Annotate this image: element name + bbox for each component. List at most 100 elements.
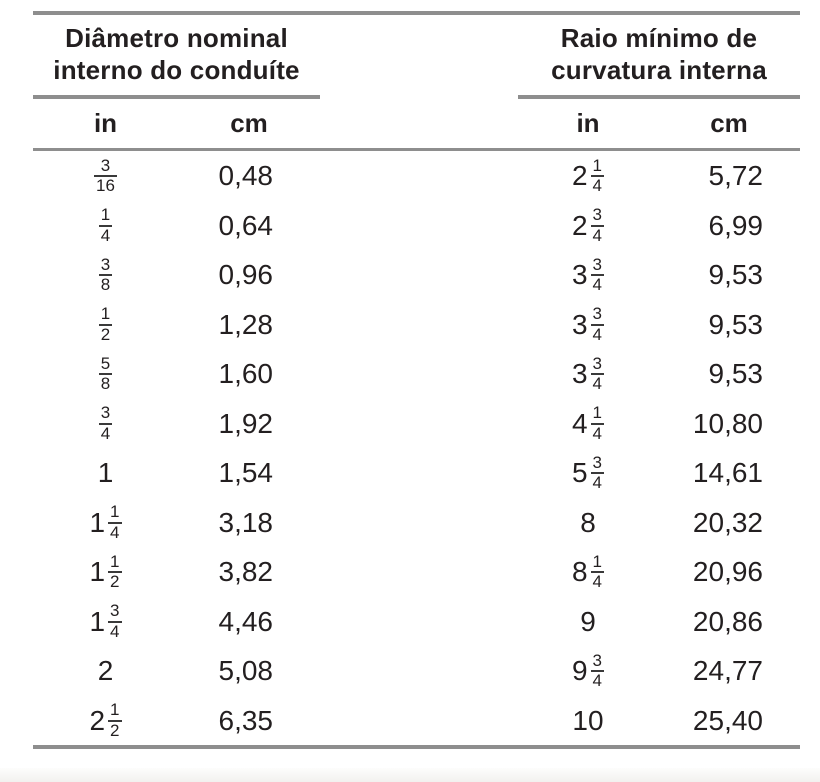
group-diameter-rule (33, 95, 320, 99)
whole-number: 1 (89, 605, 106, 637)
cell-diameter-cm: 1,60 (218, 358, 274, 390)
cell-diameter-in: 2 (33, 657, 178, 685)
subheader-radius-in: in (576, 107, 600, 138)
cell-diameter-cm: 0,96 (218, 259, 274, 291)
inch-value: 1 (98, 459, 114, 487)
whole-number: 4 (571, 407, 588, 439)
whole-number: 9 (571, 655, 588, 687)
table-group-headers: Diâmetro nominal interno do conduíte Rai… (33, 23, 800, 99)
cell-diameter-cm: 4,46 (218, 605, 274, 637)
group-radius-title: Raio mínimo de curvatura interna (518, 23, 800, 86)
whole-number: 3 (571, 358, 588, 390)
whole-number: 1 (97, 457, 114, 489)
cell-radius-cm: 5,72 (708, 160, 764, 192)
page-footer-strip (0, 768, 820, 782)
whole-number: 2 (89, 704, 106, 736)
cell-radius-cm: 9,53 (708, 259, 764, 291)
whole-number: 8 (571, 556, 588, 588)
cell-radius-in: 10 (518, 706, 658, 735)
cell-diameter-cm: 3,18 (218, 506, 274, 538)
cell-radius-cm: 24,77 (692, 655, 763, 687)
cell-diameter-cm: 6,35 (218, 704, 274, 736)
cell-radius-cm: 20,86 (692, 605, 763, 637)
inch-value: 10 (572, 706, 603, 735)
whole-number: 2 (97, 655, 114, 687)
whole-number: 1 (89, 506, 106, 538)
group-radius-title-line1: Raio mínimo de (560, 23, 758, 53)
cell-diameter-cm: 5,08 (218, 655, 274, 687)
group-radius: Raio mínimo de curvatura interna (518, 23, 800, 99)
subheader-diameter-in: in (93, 107, 118, 138)
cell-radius-cm: 20,96 (692, 556, 763, 588)
cell-radius-cm: 25,40 (692, 704, 763, 736)
cell-radius-cm: 6,99 (708, 209, 764, 241)
cell-radius-cm: 20,32 (692, 506, 763, 538)
cell-diameter-cm: 1,92 (218, 407, 274, 439)
subheader-diameter-cm: cm (230, 107, 268, 138)
cell-radius-cm: 10,80 (692, 407, 763, 439)
cell-diameter-in: 1 (33, 459, 178, 487)
whole-number: 9 (580, 605, 596, 637)
group-diameter-title: Diâmetro nominal interno do conduíte (33, 23, 320, 86)
fraction: 3 16 (94, 155, 117, 196)
group-diameter-title-line1: Diâmetro nominal (65, 23, 288, 53)
cell-diameter-cm: 0,48 (218, 160, 274, 192)
whole-number: 2 (571, 209, 588, 241)
cell-radius-cm: 9,53 (708, 358, 764, 390)
group-diameter: Diâmetro nominal interno do conduíte (33, 23, 320, 99)
table-bottom-rule (33, 745, 800, 750)
subheader-radius-cm: cm (710, 107, 748, 138)
table-top-rule (33, 11, 800, 15)
inch-value: 8 (580, 508, 596, 537)
cell-radius-cm: 9,53 (708, 308, 764, 340)
inch-value: 2 (98, 657, 114, 685)
cell-diameter-cm: 3,82 (218, 556, 274, 588)
